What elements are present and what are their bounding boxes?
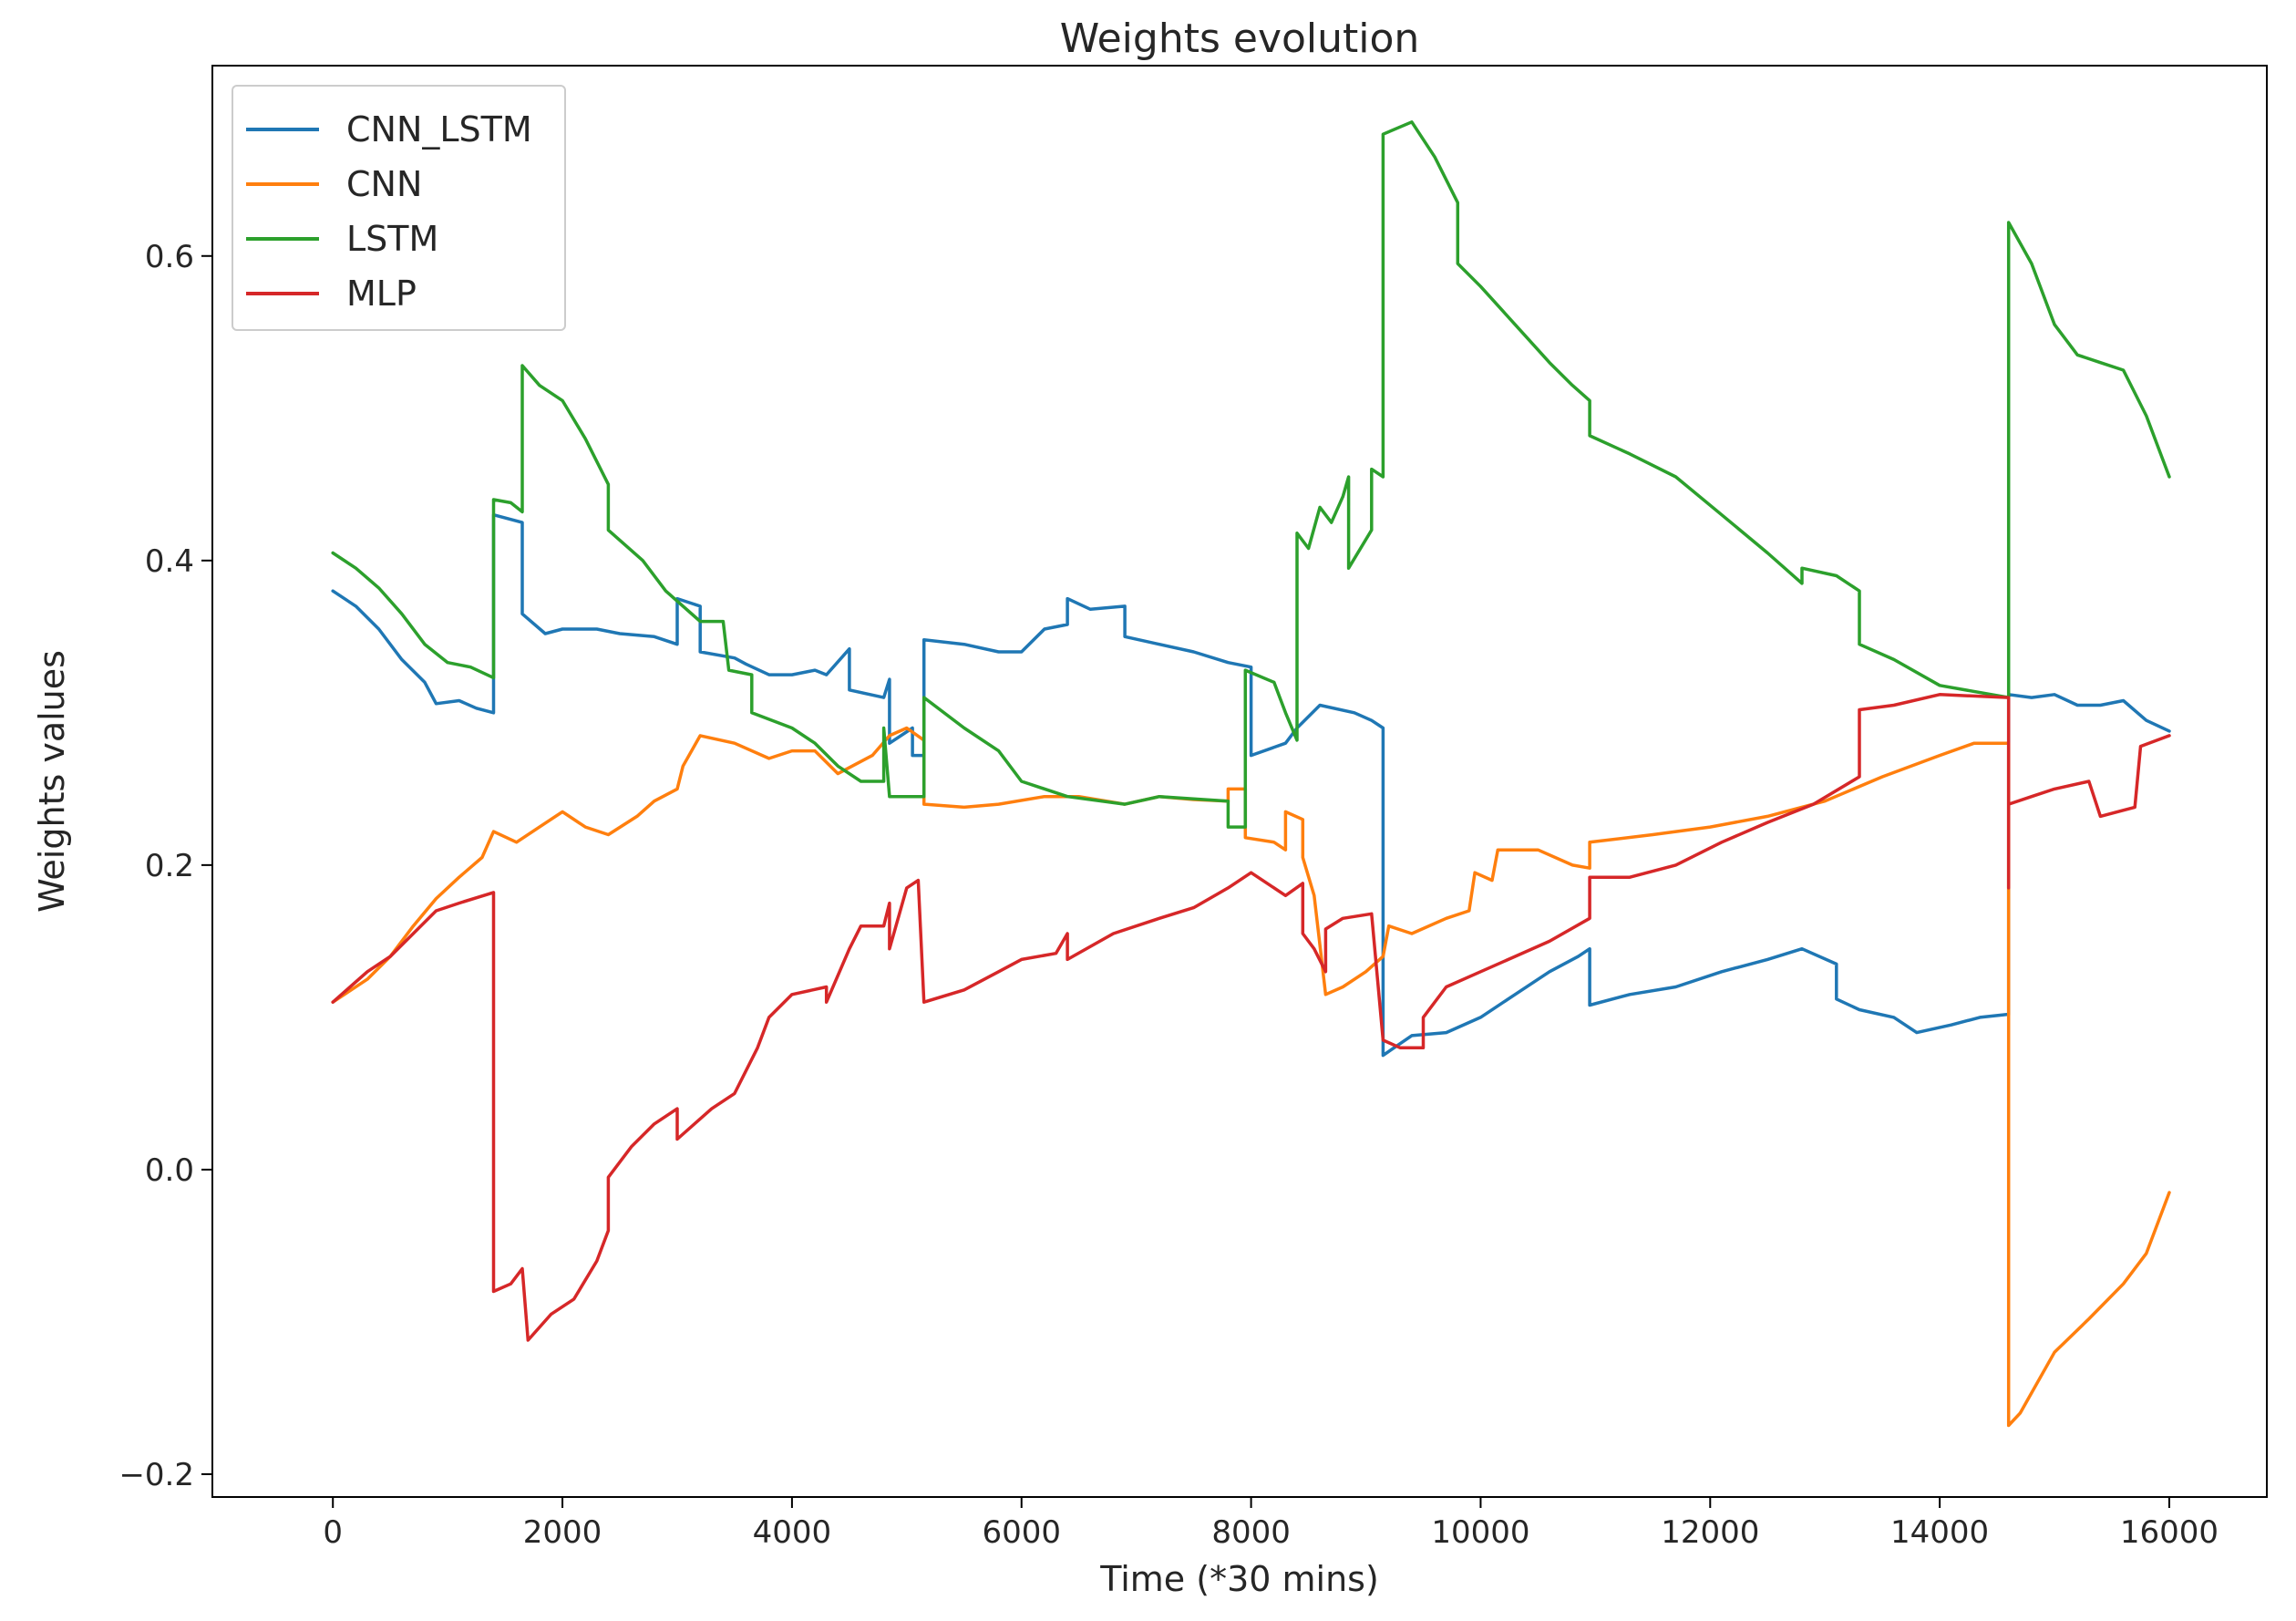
x-tick-label: 10000 — [1431, 1514, 1529, 1551]
x-tick-label: 16000 — [2120, 1514, 2219, 1551]
y-axis: −0.2 0.0 0.2 0.4 0.6 — [118, 239, 212, 1493]
x-tick-label: 12000 — [1661, 1514, 1759, 1551]
x-tick-label: 8000 — [1211, 1514, 1291, 1551]
x-tick-label: 4000 — [753, 1514, 832, 1551]
legend: CNN_LSTM CNN LSTM MLP — [232, 85, 566, 331]
y-tick-label: 0.6 — [145, 239, 194, 275]
x-axis: 0 2000 4000 6000 8000 10000 12000 14000 16000 — [323, 1497, 2219, 1551]
y-tick-label: 0.2 — [145, 848, 194, 884]
x-tick-label: 14000 — [1890, 1514, 1989, 1551]
x-tick-label: 6000 — [982, 1514, 1061, 1551]
x-axis-label: Time (*30 mins) — [1099, 1559, 1379, 1599]
series-layer — [331, 120, 2171, 1428]
x-tick-label: 2000 — [523, 1514, 602, 1551]
chart-title: Weights evolution — [1060, 15, 1420, 62]
legend-label-cnn-lstm: CNN_LSTM — [346, 109, 532, 150]
series-line-cnn-lstm — [331, 512, 2171, 1058]
y-axis-label: Weights values — [32, 650, 72, 913]
series-line-mlp — [331, 693, 2171, 1342]
y-tick-label: 0.4 — [145, 543, 194, 580]
legend-label-cnn: CNN — [346, 164, 422, 204]
series-line-cnn — [331, 726, 2171, 1428]
legend-box — [232, 85, 566, 331]
legend-label-lstm: LSTM — [346, 219, 438, 259]
legend-label-mlp: MLP — [346, 274, 417, 314]
y-tick-label: 0.0 — [145, 1152, 194, 1189]
x-tick-label: 0 — [323, 1514, 343, 1551]
y-tick-label: −0.2 — [118, 1457, 194, 1493]
plot-frame — [211, 65, 2268, 1498]
series-line-lstm — [331, 120, 2171, 829]
